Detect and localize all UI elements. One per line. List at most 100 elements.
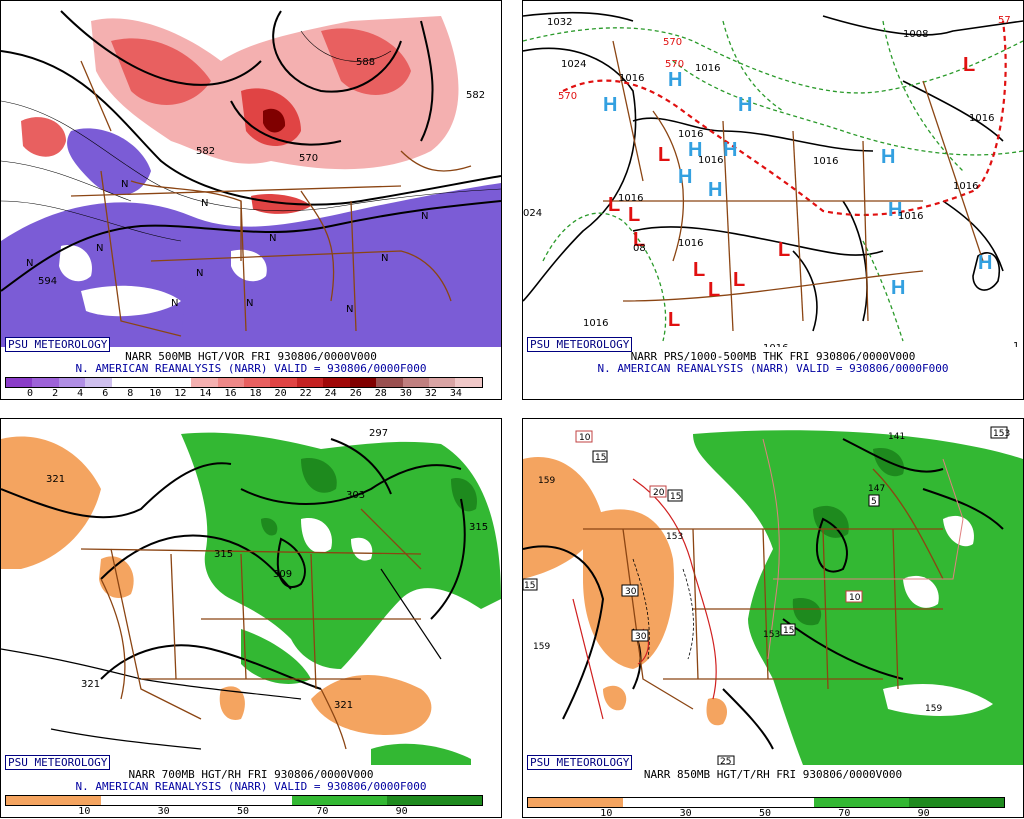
color-bar-segment <box>402 378 429 387</box>
color-bar-segment <box>455 378 482 387</box>
color-bar-label: 30 <box>157 806 170 817</box>
panel-850mb-temp-rh: 10 15 159 20 15 153 147 141 5 15 30 30 1… <box>522 418 1024 818</box>
panel-pressure-thickness: H H H H H H H H H H H L L L L L L L L L … <box>522 0 1024 400</box>
color-bar-segment <box>270 378 297 387</box>
rh-color-bar <box>527 797 1005 808</box>
svg-text:1016: 1016 <box>763 343 788 347</box>
color-bar-segment <box>196 796 292 805</box>
panel-subtitle: N. AMERICAN REANALYSIS (NARR) VALID = 93… <box>75 780 427 793</box>
high-pressure-symbol: H <box>668 69 682 91</box>
color-bar-label: 20 <box>274 388 287 399</box>
color-bar-segment <box>138 378 165 387</box>
svg-text:1: 1 <box>1013 341 1019 347</box>
color-bar-segment <box>623 798 719 807</box>
svg-text:024: 024 <box>523 208 542 219</box>
contour-label-group: 588 582 570 582 594 <box>38 57 485 287</box>
contour-label: 582 <box>196 146 215 157</box>
svg-text:1016: 1016 <box>619 73 644 84</box>
panel-title: NARR 700MB HGT/RH FRI 930806/0000V000 <box>128 768 374 781</box>
color-bar-label: 10 <box>149 388 162 399</box>
rh-color-bar <box>5 795 483 806</box>
color-bar-label: 6 <box>102 388 109 399</box>
svg-text:N: N <box>121 179 128 190</box>
low-pressure-symbol: L <box>693 259 705 281</box>
color-bar-label: 12 <box>174 388 187 399</box>
svg-text:1016: 1016 <box>953 181 978 192</box>
panel-subtitle: N. AMERICAN REANALYSIS (NARR) VALID = 93… <box>75 362 427 375</box>
svg-text:1032: 1032 <box>547 17 572 28</box>
color-bar-segment <box>323 378 350 387</box>
color-bar-label: 24 <box>324 388 337 399</box>
map-pressure-thickness: H H H H H H H H H H H L L L L L L L L L … <box>523 1 1023 347</box>
svg-text:08: 08 <box>633 243 646 254</box>
map-850mb-temp-rh: 10 15 159 20 15 153 147 141 5 15 30 30 1… <box>523 419 1023 765</box>
svg-text:1016: 1016 <box>813 156 838 167</box>
psu-meteorology-logo: PSU METEOROLOGY <box>5 337 111 352</box>
panel-title: NARR 500MB HGT/VOR FRI 930806/0000V000 <box>125 350 377 363</box>
svg-text:1016: 1016 <box>583 318 608 329</box>
color-bar-segment <box>376 378 403 387</box>
svg-text:1016: 1016 <box>695 63 720 74</box>
svg-text:570: 570 <box>663 37 682 48</box>
low-pressure-symbol: L <box>963 54 975 76</box>
svg-text:1016: 1016 <box>898 211 923 222</box>
color-bar-segment <box>101 796 197 805</box>
psu-meteorology-logo: PSU METEOROLOGY <box>527 755 633 770</box>
vorticity-color-bar-labels: 0 2 4 6 8 10 12 14 16 18 20 22 24 26 28 30 32 34 <box>5 388 481 399</box>
color-bar-segment <box>85 378 112 387</box>
color-bar-label: 2 <box>52 388 59 399</box>
svg-text:147: 147 <box>868 484 885 494</box>
svg-text:N: N <box>346 304 353 315</box>
panel-title: NARR 850MB HGT/T/RH FRI 930806/0000V000 <box>643 768 903 781</box>
panel-subtitle: N. AMERICAN REANALYSIS (NARR) VALID = 93… <box>597 362 949 375</box>
psu-meteorology-logo: PSU METEOROLOGY <box>527 337 633 352</box>
color-bar-segment <box>908 798 1004 807</box>
color-bar-segment <box>58 378 86 387</box>
low-pressure-symbol: L <box>628 204 640 226</box>
rh-color-bar-labels: 10 30 50 70 90 <box>5 806 481 817</box>
color-bar-label: 26 <box>349 388 362 399</box>
color-bar-segment <box>6 378 33 387</box>
svg-text:1024: 1024 <box>561 59 586 70</box>
vorticity-color-bar <box>5 377 483 388</box>
color-bar-segment <box>429 378 456 387</box>
color-bar-segment <box>296 378 324 387</box>
color-bar-label: 10 <box>78 806 91 817</box>
svg-text:15: 15 <box>670 492 681 502</box>
panel-500mb-vorticity: 588 582 570 582 594 N N N N N N N N N N N PSU M… <box>0 0 502 400</box>
svg-text:30: 30 <box>635 632 647 642</box>
contour-label: 582 <box>466 90 485 101</box>
svg-text:N: N <box>196 268 203 279</box>
svg-text:159: 159 <box>533 642 550 652</box>
svg-text:15: 15 <box>595 453 606 463</box>
high-pressure-symbol: H <box>678 166 692 188</box>
svg-text:N: N <box>171 298 178 309</box>
low-pressure-symbol: L <box>708 279 720 301</box>
svg-text:N: N <box>381 253 388 264</box>
svg-text:159: 159 <box>538 476 555 486</box>
dry-region <box>1 436 101 569</box>
svg-text:315: 315 <box>469 522 488 533</box>
svg-text:57: 57 <box>998 15 1011 26</box>
svg-text:570: 570 <box>665 59 684 70</box>
contour-label: 588 <box>356 57 375 68</box>
svg-text:20: 20 <box>653 488 665 498</box>
svg-text:N: N <box>96 243 103 254</box>
color-bar-label: 16 <box>224 388 237 399</box>
color-bar-segment <box>217 378 244 387</box>
color-bar-segment <box>6 796 102 805</box>
color-bar-segment <box>164 378 192 387</box>
svg-text:N: N <box>421 211 428 222</box>
color-bar-label: 18 <box>249 388 262 399</box>
vorticity-low-region <box>67 128 151 195</box>
svg-text:15: 15 <box>783 626 794 636</box>
color-bar-label: 22 <box>299 388 312 399</box>
panel-title: NARR PRS/1000-500MB THK FRI 930806/0000V… <box>630 350 916 363</box>
high-pressure-symbol: H <box>891 277 905 299</box>
svg-text:315: 315 <box>214 549 233 560</box>
color-bar-segment <box>813 798 909 807</box>
svg-text:321: 321 <box>81 679 100 690</box>
color-bar-label: 8 <box>127 388 134 399</box>
svg-text:1016: 1016 <box>969 113 994 124</box>
svg-text:153: 153 <box>666 532 683 542</box>
